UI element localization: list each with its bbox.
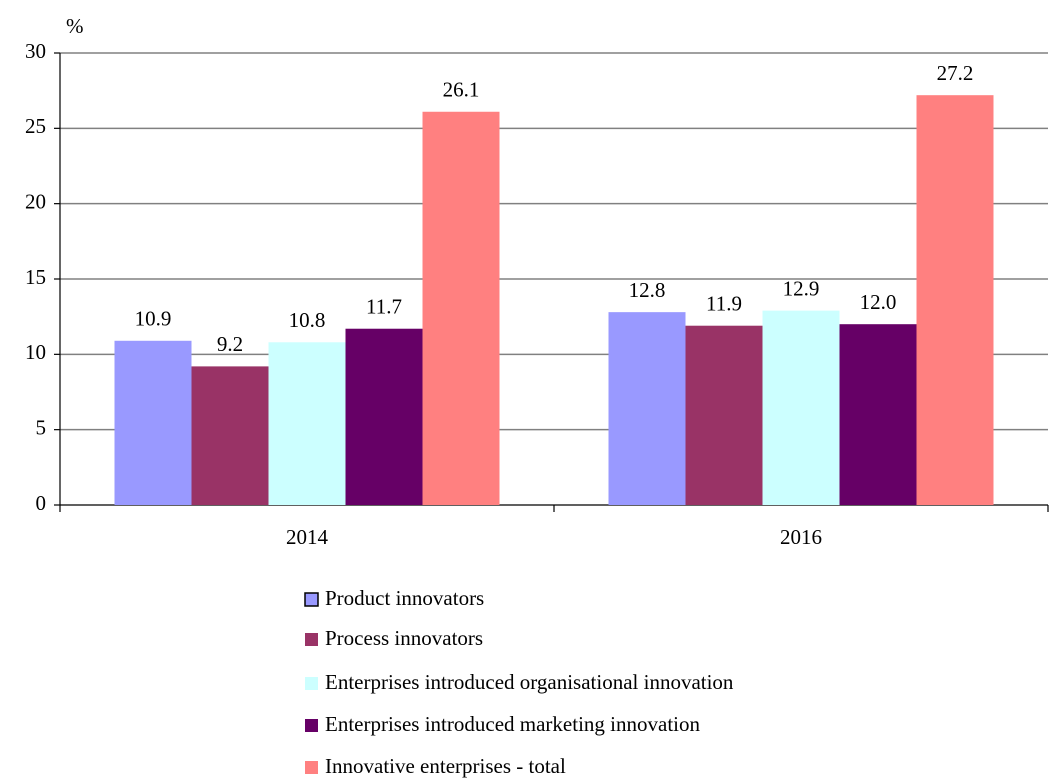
bar [685,325,763,505]
bar [191,366,269,505]
bar [762,310,840,505]
y-axis-unit: % [66,14,84,38]
y-tick-label: 25 [25,114,46,138]
data-label: 9.2 [217,332,243,356]
x-tick-label: 2014 [286,525,329,549]
legend-label: Process innovators [325,626,483,650]
legend-swatch [304,592,319,607]
data-label: 12.0 [860,290,897,314]
bar [345,328,423,505]
data-label: 11.7 [366,295,402,319]
data-label: 11.9 [706,292,742,316]
y-tick-label: 15 [25,265,46,289]
y-tick-label: 30 [25,39,46,63]
bar [268,342,346,505]
y-tick-label: 10 [25,340,46,364]
y-tick-label: 20 [25,189,46,213]
legend-label: Enterprises introduced marketing innovat… [325,712,700,736]
legend-swatch [305,633,318,646]
y-tick-label: 5 [36,415,47,439]
legend-swatch [305,677,318,690]
bar [608,312,686,505]
data-label: 12.9 [783,276,820,300]
data-label: 10.8 [289,308,326,332]
data-label: 27.2 [937,61,974,85]
legend-swatch [305,719,318,732]
bar [422,111,500,505]
bar [114,340,192,505]
legend-label: Product innovators [325,586,484,610]
data-label: 26.1 [443,78,480,102]
legend-label: Enterprises introduced organisational in… [325,670,734,694]
legend-label: Innovative enterprises - total [325,754,566,778]
bar [916,95,994,505]
x-tick-label: 2016 [780,525,822,549]
legend-swatch [305,761,318,774]
data-label: 12.8 [629,278,666,302]
bar [839,324,917,505]
y-tick-label: 0 [36,491,47,515]
data-label: 10.9 [135,307,172,331]
